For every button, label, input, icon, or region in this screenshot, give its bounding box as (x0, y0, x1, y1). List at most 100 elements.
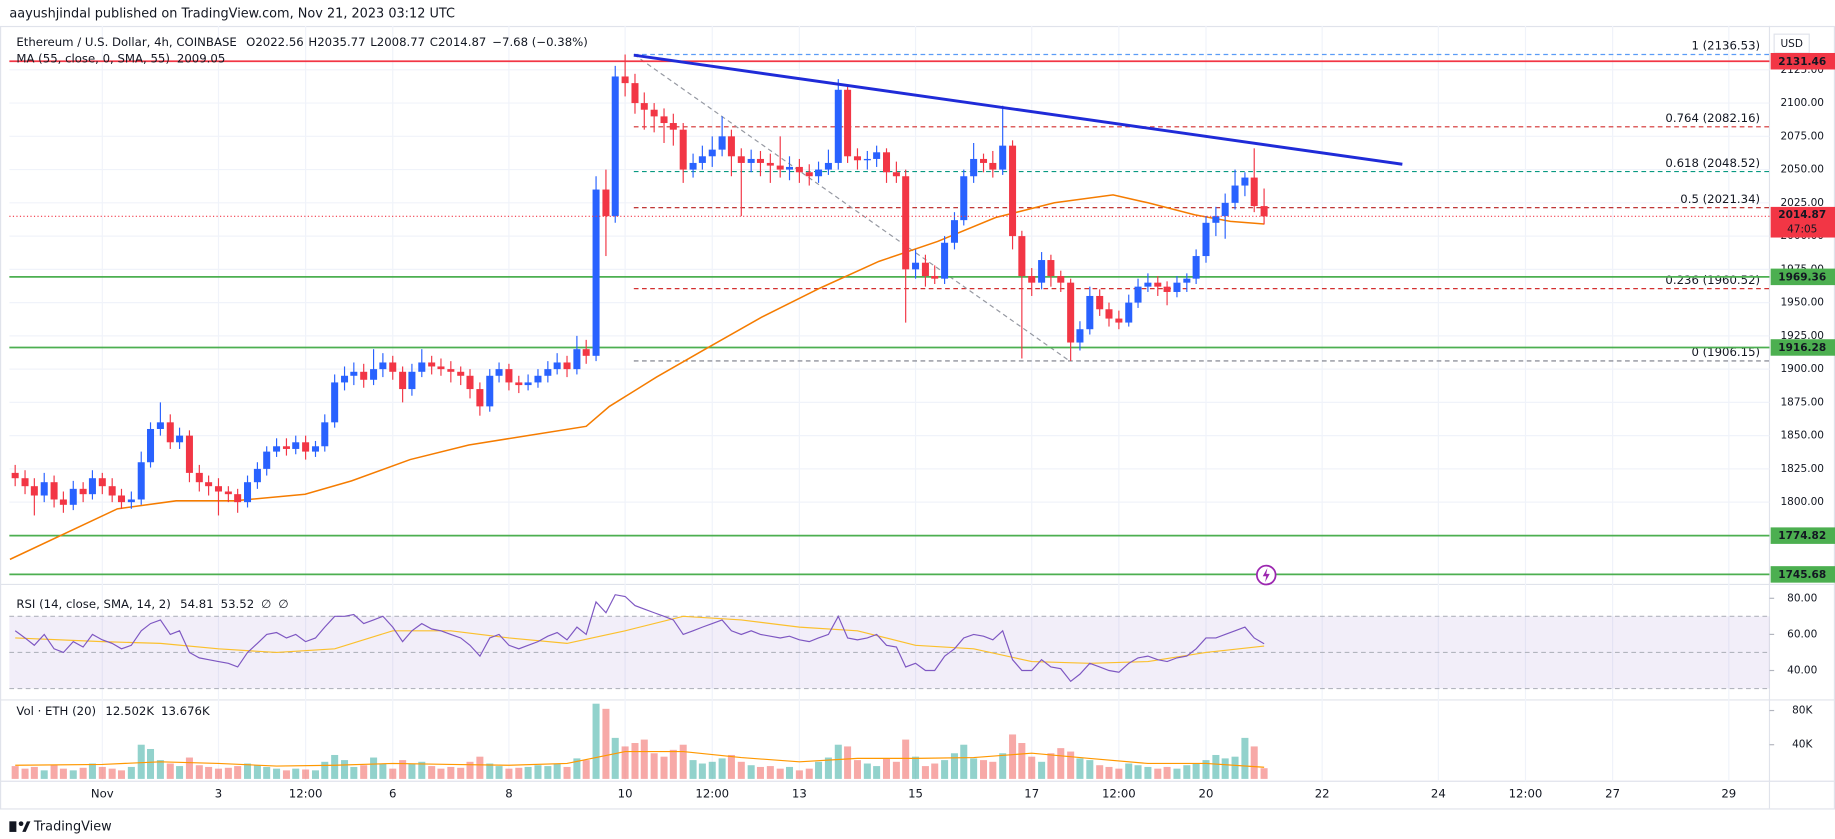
volume-bar (931, 763, 939, 779)
x-tick-label: 22 (1315, 787, 1330, 801)
candle-body (631, 83, 639, 104)
volume-bar (273, 768, 281, 779)
fib-label: 1 (2136.53) (1691, 39, 1760, 53)
candle-body (1212, 216, 1220, 223)
y-tick-label: 1800.00 (1780, 496, 1824, 508)
alert-icon (1256, 564, 1277, 586)
volume-bar (379, 763, 387, 779)
volume-bar (805, 768, 813, 779)
volume-bar (756, 766, 764, 779)
volume-bar (824, 757, 832, 779)
volume-bar (1250, 746, 1258, 779)
candle-body (495, 369, 503, 376)
volume-legend-value: 12.502K (105, 704, 154, 718)
candle-body (108, 486, 116, 496)
volume-bar (718, 758, 726, 779)
volume-bar (863, 763, 871, 779)
volume-bar (708, 761, 716, 779)
candle-body (1057, 276, 1065, 283)
candle-body (544, 369, 552, 376)
candle-body (292, 442, 300, 449)
volume-bar (1096, 765, 1104, 779)
volume-bar (621, 746, 629, 779)
volume-bar (1057, 748, 1065, 779)
candle-body (689, 162, 697, 170)
candle-body (1086, 295, 1094, 330)
candle-body (234, 494, 242, 503)
volume-bar (980, 760, 988, 779)
candle-body (1154, 282, 1162, 287)
candle-body (931, 276, 939, 279)
candle-body (592, 189, 600, 356)
volume-bar (1202, 760, 1210, 779)
candle-body (1115, 318, 1123, 323)
volume-bar (50, 765, 58, 779)
level-tag-label: 1774.82 (1778, 530, 1826, 542)
volume-bar (1047, 753, 1055, 779)
candle-body (282, 446, 290, 449)
ohlc-value: 2014.87 (438, 35, 486, 49)
candle-body (989, 162, 997, 170)
candle-body (11, 472, 19, 479)
volume-bar (137, 744, 145, 779)
volume-bar (1192, 763, 1200, 779)
volume-bar (370, 757, 378, 779)
volume-bar (727, 754, 735, 779)
candle-body (621, 76, 629, 84)
volume-bar (457, 767, 465, 779)
x-tick-label: 6 (389, 787, 396, 801)
volume-bar (1086, 760, 1094, 779)
volume-bar (282, 770, 290, 779)
candle-body (1144, 282, 1152, 287)
x-tick-label: 13 (792, 787, 807, 801)
y-tick-label: 1850.00 (1780, 430, 1824, 442)
volume-bar (1183, 765, 1191, 779)
candle-body (185, 435, 193, 473)
volume-bar (195, 765, 203, 779)
volume-bar (1076, 758, 1084, 779)
candle-body (679, 129, 687, 170)
volume-bar (970, 758, 978, 779)
volume-bar (689, 760, 697, 779)
volume-bar (679, 744, 687, 779)
last-price-label: 2014.87 (1778, 209, 1826, 221)
candle-body (650, 109, 658, 117)
volume-bar (360, 765, 368, 779)
volume-bar (1231, 756, 1239, 779)
volume-bar (166, 763, 174, 779)
candle-body (98, 478, 106, 487)
volume-tick-label: 80K (1792, 705, 1813, 717)
footer: TradingView (33, 820, 112, 835)
volume-bar (214, 768, 222, 779)
volume-bar (1154, 768, 1162, 779)
level-tag-label: 1969.36 (1778, 271, 1826, 283)
ma-legend-value: 2009.05 (177, 51, 225, 65)
volume-bar (650, 753, 658, 779)
level-tag (1770, 339, 1835, 356)
candle-body (399, 371, 407, 390)
candle-body (941, 242, 949, 279)
candle-body (166, 422, 174, 443)
y-tick-label: 1875.00 (1780, 396, 1824, 408)
rsi-legend-extra: ∅ (278, 597, 288, 611)
candle-body (408, 371, 416, 390)
candle-body (805, 172, 813, 177)
volume-ma (15, 750, 1265, 768)
candle-body (59, 499, 67, 505)
volume-bar (669, 749, 677, 779)
volume-bar (486, 763, 494, 779)
candle-body (660, 116, 668, 124)
x-tick-label: 8 (505, 787, 512, 801)
candle-body (1183, 278, 1191, 283)
volume-bar (30, 766, 38, 779)
volume-bar (292, 768, 300, 779)
volume-bar (1221, 758, 1229, 779)
candle-body (360, 371, 368, 380)
candle-body (389, 362, 397, 372)
volume-bar (524, 766, 532, 779)
countdown: 47:05 (1787, 223, 1817, 235)
candle-body (428, 362, 436, 367)
candle-body (873, 152, 881, 159)
candle-body (534, 375, 542, 383)
x-tick-label: 12:00 (695, 787, 729, 801)
